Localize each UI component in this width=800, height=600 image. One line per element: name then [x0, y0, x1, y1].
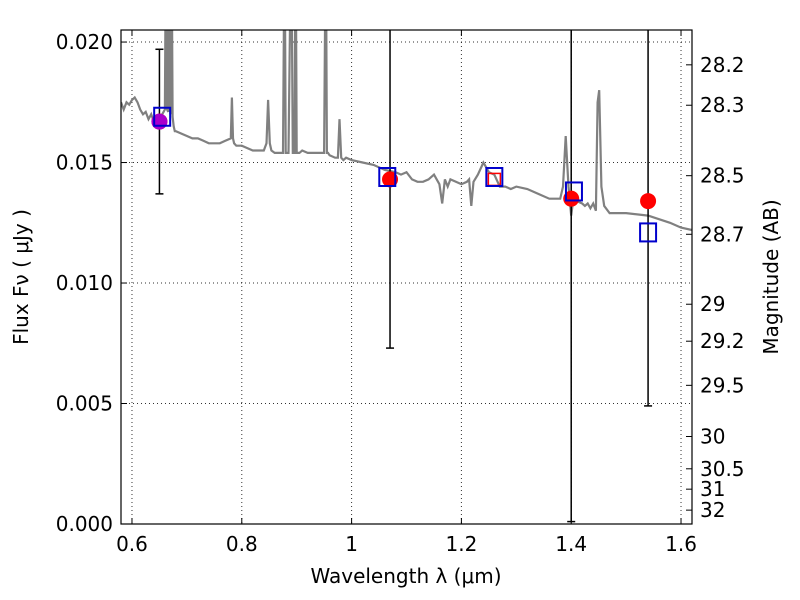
model-photometry-square: [378, 166, 397, 187]
observed-point: [382, 171, 399, 188]
mag-tick-label: 30.5: [700, 457, 745, 481]
x-tick-label: 1.4: [555, 532, 587, 556]
mag-tick-label: 28.5: [700, 164, 745, 188]
y-axis-title: Flux Fν ( μJy ): [9, 209, 33, 345]
mag-tick-label: 29.2: [700, 329, 745, 353]
x-tick-label: 1: [345, 532, 358, 556]
x-axis-title: Wavelength λ (μm): [310, 564, 501, 588]
x-tick-label: 0.8: [226, 532, 258, 556]
y-tick-label: 0.020: [56, 30, 113, 54]
y-tick-label: 0.015: [56, 151, 113, 175]
model-photometry-square: [639, 222, 658, 243]
mag-tick-label: 28.7: [700, 222, 745, 246]
x-tick-label: 1.2: [445, 532, 477, 556]
x-tick-label: 1.6: [665, 532, 697, 556]
mag-tick-label: 31: [700, 477, 725, 501]
y2-axis-title: Magnitude (AB): [759, 199, 783, 354]
mag-tick-label: 29: [700, 292, 725, 316]
y-tick-label: 0.005: [56, 392, 113, 416]
mag-tick-label: 28.2: [700, 53, 745, 77]
model-photometry-square: [564, 181, 583, 202]
mag-tick-label: 28.3: [700, 93, 745, 117]
y-tick-label: 0.000: [56, 512, 113, 536]
x-tick-label: 0.6: [116, 532, 148, 556]
plot-frame: [120, 29, 693, 525]
ticks: 0.6 0.8 1 1.2 1.4 1.6 0.000 0.005 0.010 0.015 0.02…: [56, 30, 745, 556]
mag-tick-label: 32: [700, 498, 725, 522]
mag-tick-label: 30: [700, 425, 725, 449]
model-photometry-square: [153, 106, 172, 127]
mag-tick-label: 29.5: [700, 373, 745, 397]
observed-point: [640, 193, 657, 210]
observed-point: [563, 190, 580, 207]
y-tick-label: 0.010: [56, 271, 113, 295]
model-photometry-square: [485, 166, 504, 187]
model-sed-line: [121, 30, 692, 232]
plot-area: [121, 30, 692, 523]
